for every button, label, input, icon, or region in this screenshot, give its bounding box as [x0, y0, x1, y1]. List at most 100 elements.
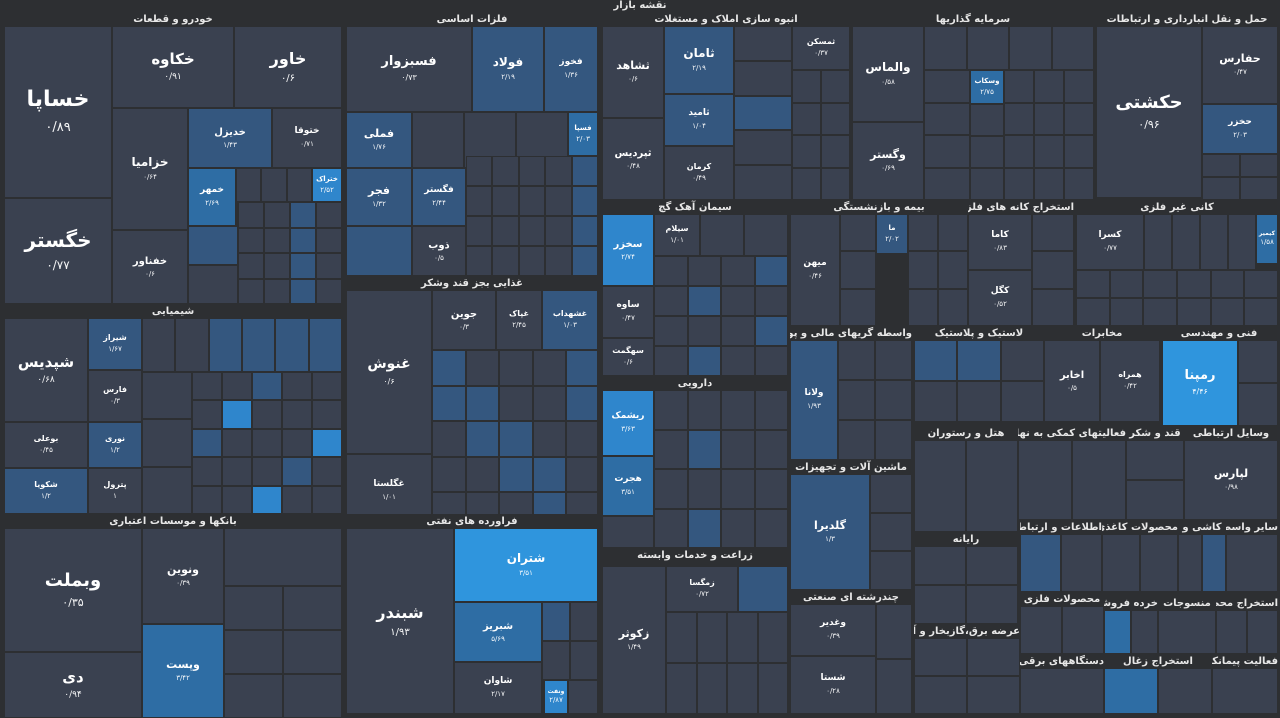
small-stock-tile[interactable] — [465, 456, 499, 493]
small-stock-tile[interactable] — [1158, 668, 1212, 714]
small-stock-tile[interactable] — [870, 474, 912, 513]
small-stock-tile[interactable] — [840, 251, 876, 289]
small-stock-tile[interactable] — [1210, 298, 1245, 326]
small-stock-tile[interactable] — [1034, 135, 1064, 168]
small-stock-tile[interactable] — [1200, 214, 1228, 270]
stock-tile[interactable]: ذوب ۰/۵ — [412, 226, 466, 276]
small-stock-tile[interactable] — [238, 227, 264, 253]
small-stock-tile[interactable] — [821, 102, 850, 135]
small-stock-tile[interactable] — [492, 186, 519, 216]
small-stock-tile[interactable] — [252, 400, 282, 429]
small-stock-tile[interactable] — [754, 390, 788, 430]
small-stock-tile[interactable] — [1064, 135, 1094, 168]
small-stock-tile[interactable] — [1126, 440, 1184, 480]
small-stock-tile[interactable] — [1240, 154, 1278, 177]
small-stock-tile[interactable] — [914, 676, 967, 714]
stock-tile[interactable]: ثامید ۱/۰۴ — [664, 94, 734, 146]
small-stock-tile[interactable] — [465, 421, 499, 457]
stock-tile[interactable]: خاور ۰/۶ — [234, 26, 342, 108]
small-stock-tile[interactable] — [734, 60, 792, 96]
small-stock-tile[interactable] — [654, 390, 688, 430]
stock-tile[interactable]: اخابر ۰/۵ — [1044, 340, 1100, 422]
stock-tile[interactable]: زمگسا ۰/۷۲ — [666, 566, 738, 612]
small-stock-tile[interactable] — [532, 421, 566, 457]
small-stock-tile[interactable] — [208, 318, 242, 372]
small-stock-tile[interactable] — [1062, 606, 1104, 654]
small-stock-tile[interactable] — [821, 167, 850, 200]
small-stock-tile[interactable] — [264, 227, 290, 253]
small-stock-tile[interactable] — [532, 350, 566, 386]
small-stock-tile[interactable] — [264, 253, 290, 279]
small-stock-tile[interactable] — [792, 70, 821, 103]
stock-tile[interactable]: ختوقا ۰/۷۱ — [272, 108, 342, 168]
small-stock-tile[interactable] — [264, 278, 290, 304]
small-stock-tile[interactable] — [957, 340, 1001, 381]
small-stock-tile[interactable] — [286, 168, 312, 202]
small-stock-tile[interactable] — [224, 528, 342, 586]
small-stock-tile[interactable] — [1247, 610, 1278, 654]
small-stock-tile[interactable] — [1131, 610, 1158, 654]
small-stock-tile[interactable] — [466, 246, 493, 276]
small-stock-tile[interactable] — [252, 372, 282, 401]
small-stock-tile[interactable] — [687, 286, 721, 316]
small-stock-tile[interactable] — [721, 469, 755, 509]
small-stock-tile[interactable] — [316, 202, 342, 228]
small-stock-tile[interactable] — [721, 346, 755, 376]
stock-tile[interactable]: هجرت ۳/۵۱ — [602, 456, 654, 516]
small-stock-tile[interactable] — [754, 316, 788, 346]
small-stock-tile[interactable] — [840, 288, 876, 326]
small-stock-tile[interactable] — [666, 612, 697, 663]
stock-tile[interactable]: میهن ۰/۴۶ — [790, 214, 840, 326]
small-stock-tile[interactable] — [966, 26, 1009, 70]
small-stock-tile[interactable] — [721, 256, 755, 286]
small-stock-tile[interactable] — [545, 216, 572, 246]
stock-tile[interactable]: پترول ۱ — [88, 468, 142, 514]
small-stock-tile[interactable] — [432, 456, 466, 493]
small-stock-tile[interactable] — [432, 350, 466, 386]
small-stock-tile[interactable] — [1226, 534, 1278, 592]
stock-tile[interactable]: ونوین ۰/۳۹ — [142, 528, 224, 624]
small-stock-tile[interactable] — [1061, 534, 1102, 592]
small-stock-tile[interactable] — [1109, 270, 1144, 298]
small-stock-tile[interactable] — [1009, 26, 1052, 70]
small-stock-tile[interactable] — [492, 156, 519, 186]
small-stock-tile[interactable] — [967, 638, 1020, 676]
small-stock-tile[interactable] — [252, 485, 282, 514]
small-stock-tile[interactable] — [466, 186, 493, 216]
stock-tile[interactable]: خفناور ۰/۶ — [112, 230, 188, 304]
small-stock-tile[interactable] — [1076, 270, 1110, 298]
small-stock-tile[interactable] — [1032, 288, 1074, 326]
small-stock-tile[interactable] — [654, 508, 688, 548]
small-stock-tile[interactable] — [499, 385, 533, 422]
stock-tile[interactable]: ختراک ۲/۵۲ — [312, 168, 342, 202]
stock-tile[interactable]: زکوثر ۱/۴۹ — [602, 566, 666, 714]
stock-tile[interactable]: لپارس ۰/۹۸ — [1184, 440, 1278, 520]
small-stock-tile[interactable] — [687, 346, 721, 376]
small-stock-tile[interactable] — [222, 372, 252, 401]
small-stock-tile[interactable] — [1102, 534, 1140, 592]
small-stock-tile[interactable] — [966, 546, 1018, 585]
small-stock-tile[interactable] — [1064, 70, 1094, 103]
small-stock-tile[interactable] — [1104, 610, 1131, 654]
small-stock-tile[interactable] — [821, 70, 850, 103]
stock-tile[interactable]: رمپنا ۴/۴۶ — [1162, 340, 1238, 426]
stock-tile[interactable]: دی ۰/۹۴ — [4, 652, 142, 718]
small-stock-tile[interactable] — [924, 102, 970, 135]
stock-tile[interactable]: فملی ۱/۷۶ — [346, 112, 412, 168]
small-stock-tile[interactable] — [970, 104, 1004, 136]
small-stock-tile[interactable] — [1244, 270, 1278, 298]
small-stock-tile[interactable] — [316, 227, 342, 253]
small-stock-tile[interactable] — [571, 186, 598, 216]
small-stock-tile[interactable] — [924, 135, 970, 168]
small-stock-tile[interactable] — [466, 216, 493, 246]
small-stock-tile[interactable] — [412, 112, 464, 168]
small-stock-tile[interactable] — [312, 372, 342, 401]
small-stock-tile[interactable] — [914, 638, 967, 676]
small-stock-tile[interactable] — [566, 350, 598, 386]
small-stock-tile[interactable] — [192, 400, 222, 429]
small-stock-tile[interactable] — [1020, 606, 1062, 654]
small-stock-tile[interactable] — [282, 428, 312, 458]
small-stock-tile[interactable] — [1238, 340, 1278, 383]
stock-tile[interactable]: فولاد ۲/۱۹ — [472, 26, 544, 112]
small-stock-tile[interactable] — [970, 136, 1004, 168]
